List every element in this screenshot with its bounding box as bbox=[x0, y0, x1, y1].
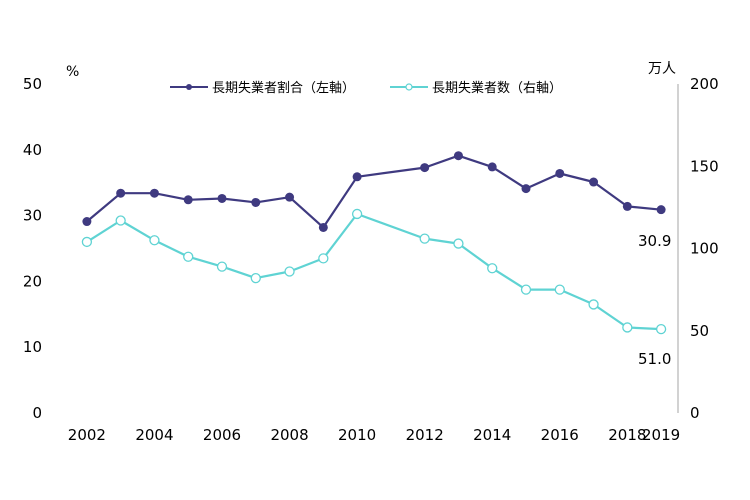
data-point bbox=[622, 201, 632, 211]
end-label-left-series: 30.9 bbox=[638, 232, 671, 250]
data-point bbox=[589, 177, 599, 187]
legend-item: 長期失業者割合（左軸） bbox=[170, 80, 355, 96]
x-tick-label: 2002 bbox=[68, 426, 106, 444]
data-point bbox=[251, 197, 261, 207]
legend-marker bbox=[186, 84, 192, 90]
x-tick-label: 2014 bbox=[473, 426, 511, 444]
data-point bbox=[318, 222, 328, 232]
data-point bbox=[250, 272, 261, 284]
x-tick-label: 2019 bbox=[642, 426, 680, 444]
data-point bbox=[183, 195, 193, 205]
data-point bbox=[351, 208, 363, 220]
legend-marker bbox=[405, 83, 413, 91]
left-tick-label: 50 bbox=[23, 75, 42, 93]
series-line bbox=[86, 212, 662, 331]
legend-label: 長期失業者割合（左軸） bbox=[212, 80, 355, 96]
data-point bbox=[149, 235, 160, 246]
left-tick-label: 0 bbox=[32, 404, 42, 422]
x-tick-label: 2010 bbox=[338, 426, 376, 444]
data-point bbox=[554, 284, 565, 295]
data-point bbox=[420, 163, 430, 173]
x-tick-label: 2004 bbox=[135, 426, 173, 444]
right-tick-label: 150 bbox=[690, 157, 719, 175]
x-tick-label: 2006 bbox=[203, 426, 241, 444]
data-point bbox=[520, 284, 532, 295]
data-point bbox=[487, 162, 497, 172]
data-point bbox=[216, 261, 228, 272]
end-label-right-series: 51.0 bbox=[638, 350, 671, 368]
left-tick-label: 40 bbox=[23, 141, 42, 159]
data-point bbox=[318, 253, 329, 264]
data-point bbox=[453, 151, 463, 161]
axis-units: % 万人 bbox=[66, 61, 676, 80]
data-point bbox=[285, 192, 295, 202]
right-tick-label: 50 bbox=[690, 322, 709, 340]
legend-item: 長期失業者数（右軸） bbox=[390, 80, 562, 96]
series-line bbox=[86, 154, 662, 229]
data-point bbox=[183, 251, 194, 262]
legend: 長期失業者割合（左軸） 長期失業者数（右軸） bbox=[170, 80, 562, 96]
data-point bbox=[588, 299, 599, 310]
right-tick-label: 200 bbox=[690, 75, 719, 93]
data-point bbox=[115, 215, 126, 226]
data-point bbox=[521, 184, 531, 194]
data-point bbox=[116, 188, 126, 198]
data-point bbox=[622, 322, 633, 333]
data-point bbox=[352, 172, 362, 182]
legend-label: 長期失業者数（右軸） bbox=[432, 80, 562, 96]
right-tick-label: 100 bbox=[690, 240, 719, 258]
series-layer bbox=[81, 151, 667, 335]
data-point bbox=[655, 323, 667, 335]
right-tick-label: 0 bbox=[690, 404, 700, 422]
left-axis-unit: % bbox=[66, 64, 79, 80]
left-tick-label: 10 bbox=[23, 338, 42, 356]
right-axis-unit: 万人 bbox=[648, 61, 676, 77]
data-point bbox=[453, 238, 464, 249]
tick-labels: 0 10 20 30 40 50 0 50 100 150 200 2002 2004 2006 2008 2… bbox=[23, 75, 719, 444]
x-tick-label: 2012 bbox=[406, 426, 444, 444]
data-point bbox=[487, 263, 498, 274]
data-point bbox=[149, 188, 159, 198]
data-point bbox=[656, 205, 666, 215]
x-tick-label: 2018 bbox=[608, 426, 646, 444]
data-point bbox=[217, 193, 227, 203]
data-point bbox=[81, 236, 93, 248]
left-tick-label: 30 bbox=[23, 207, 42, 225]
end-labels: 30.9 51.0 bbox=[638, 232, 671, 368]
x-tick-label: 2016 bbox=[541, 426, 579, 444]
x-tick-label: 2008 bbox=[270, 426, 308, 444]
data-point bbox=[555, 168, 565, 178]
data-point bbox=[284, 266, 295, 277]
left-tick-label: 20 bbox=[23, 272, 42, 290]
series bbox=[82, 151, 666, 232]
series bbox=[81, 208, 667, 335]
data-point bbox=[82, 217, 92, 227]
data-point bbox=[419, 233, 430, 244]
